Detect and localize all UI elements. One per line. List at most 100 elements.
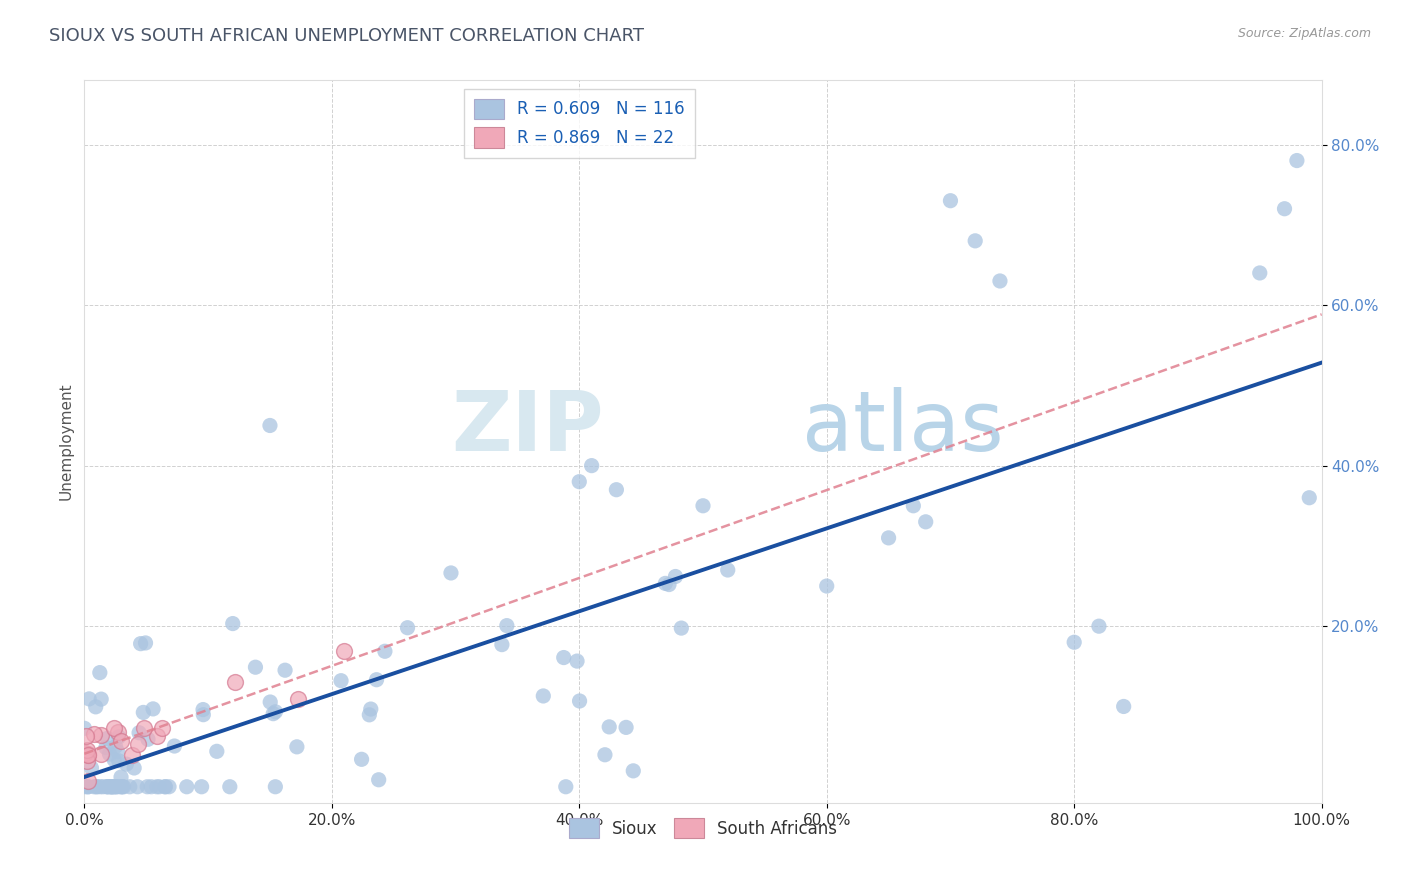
Point <box>815 579 838 593</box>
Point <box>90 692 112 706</box>
Point <box>259 418 281 433</box>
Point <box>671 621 693 635</box>
Point <box>191 702 214 716</box>
Point <box>440 566 463 580</box>
Point <box>568 694 591 708</box>
Point <box>146 729 169 743</box>
Point <box>141 780 163 794</box>
Point <box>115 757 138 772</box>
Point <box>274 663 297 677</box>
Point <box>83 727 105 741</box>
Point <box>360 702 382 716</box>
Point <box>100 780 122 794</box>
Point <box>245 660 267 674</box>
Point <box>94 740 117 755</box>
Point <box>110 770 132 784</box>
Point <box>359 707 381 722</box>
Point <box>150 722 173 736</box>
Point <box>76 749 98 764</box>
Text: SIOUX VS SOUTH AFRICAN UNEMPLOYMENT CORRELATION CHART: SIOUX VS SOUTH AFRICAN UNEMPLOYMENT CORR… <box>49 27 644 45</box>
Point <box>1063 635 1085 649</box>
Point <box>77 773 100 788</box>
Point <box>148 780 170 794</box>
Point <box>1285 153 1308 168</box>
Point <box>96 780 118 794</box>
Point <box>77 780 100 794</box>
Point <box>495 618 517 632</box>
Point <box>77 780 100 794</box>
Point <box>264 780 287 794</box>
Point <box>90 747 112 761</box>
Point <box>110 780 132 794</box>
Point <box>132 706 155 720</box>
Point <box>965 234 987 248</box>
Point <box>104 739 127 754</box>
Point <box>76 748 98 763</box>
Point <box>121 747 143 762</box>
Point <box>1249 266 1271 280</box>
Point <box>105 780 128 794</box>
Point <box>262 706 284 721</box>
Point <box>264 705 287 719</box>
Point <box>134 636 156 650</box>
Point <box>330 673 353 688</box>
Point <box>84 699 107 714</box>
Point <box>80 761 103 775</box>
Point <box>132 721 155 735</box>
Point <box>96 731 118 746</box>
Text: ZIP: ZIP <box>451 386 605 467</box>
Point <box>103 721 125 735</box>
Point <box>89 780 111 794</box>
Point <box>1112 699 1135 714</box>
Point <box>374 644 396 658</box>
Point <box>153 780 176 794</box>
Point <box>101 780 124 794</box>
Point <box>89 665 111 680</box>
Point <box>75 746 97 760</box>
Point <box>205 744 228 758</box>
Point <box>224 675 246 690</box>
Point <box>107 730 129 744</box>
Point <box>222 616 245 631</box>
Point <box>107 745 129 759</box>
Point <box>76 755 98 769</box>
Point <box>903 499 925 513</box>
Point <box>118 780 141 794</box>
Point <box>127 737 149 751</box>
Point <box>91 780 114 794</box>
Point <box>90 728 112 742</box>
Text: atlas: atlas <box>801 386 1004 467</box>
Point <box>1298 491 1320 505</box>
Text: Source: ZipAtlas.com: Source: ZipAtlas.com <box>1237 27 1371 40</box>
Point <box>111 780 134 794</box>
Point <box>110 734 132 748</box>
Point <box>110 780 132 794</box>
Point <box>122 761 145 775</box>
Point <box>77 748 100 763</box>
Point <box>112 780 135 794</box>
Point <box>73 722 96 736</box>
Point <box>350 752 373 766</box>
Point <box>157 780 180 794</box>
Point <box>692 499 714 513</box>
Point <box>193 707 215 722</box>
Point <box>218 780 240 794</box>
Point <box>136 780 159 794</box>
Point <box>146 780 169 794</box>
Point <box>77 692 100 706</box>
Point <box>621 764 644 778</box>
Point <box>988 274 1011 288</box>
Point <box>598 720 620 734</box>
Point <box>83 780 105 794</box>
Point <box>367 772 389 787</box>
Point <box>581 458 603 473</box>
Point <box>75 729 97 743</box>
Point <box>190 780 212 794</box>
Point <box>100 780 122 794</box>
Point <box>554 780 576 794</box>
Point <box>717 563 740 577</box>
Point <box>86 780 108 794</box>
Point <box>97 780 120 794</box>
Point <box>129 637 152 651</box>
Point <box>127 780 149 794</box>
